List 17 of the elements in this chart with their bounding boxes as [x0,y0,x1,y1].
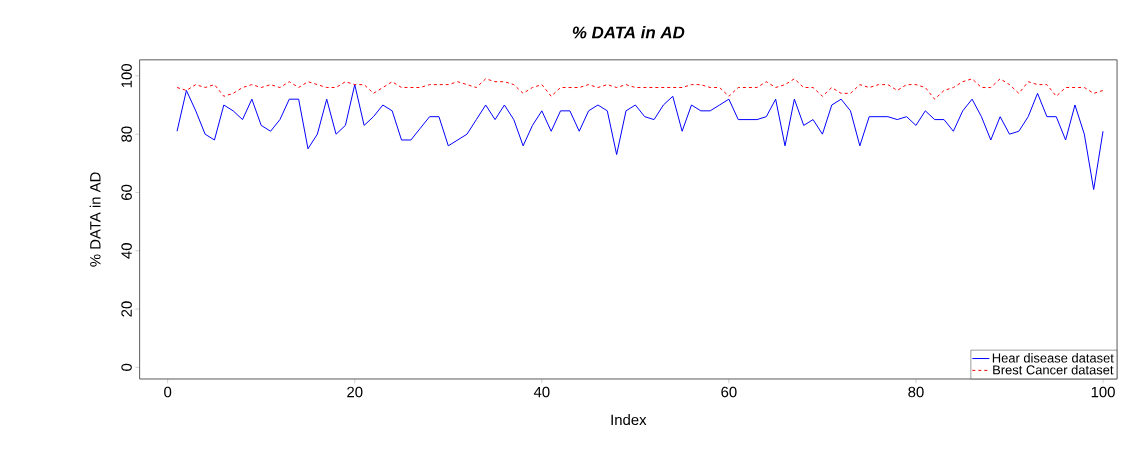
chart-title: % DATA in AD [572,26,685,39]
y-tick-label: 80 [121,126,132,142]
y-tick-label: 20 [121,301,132,317]
x-tick-label: 20 [347,386,363,398]
y-axis-title: % DATA in AD [89,172,101,267]
x-axis-title: Index [611,414,647,426]
x-tick-label: 40 [533,386,550,398]
legend-label: Hear disease dataset [992,353,1114,363]
y-tick-label: 60 [121,184,132,201]
x-tick-label: 0 [164,386,172,398]
legend-label: Brest Cancer dataset [993,365,1114,375]
y-tick-label: 0 [121,363,132,372]
y-tick-label: 100 [121,64,132,88]
x-tick-label: 80 [908,386,924,398]
x-tick-label: 60 [721,386,737,398]
y-tick-label: 40 [121,243,132,259]
x-tick-label: 100 [1091,386,1115,398]
